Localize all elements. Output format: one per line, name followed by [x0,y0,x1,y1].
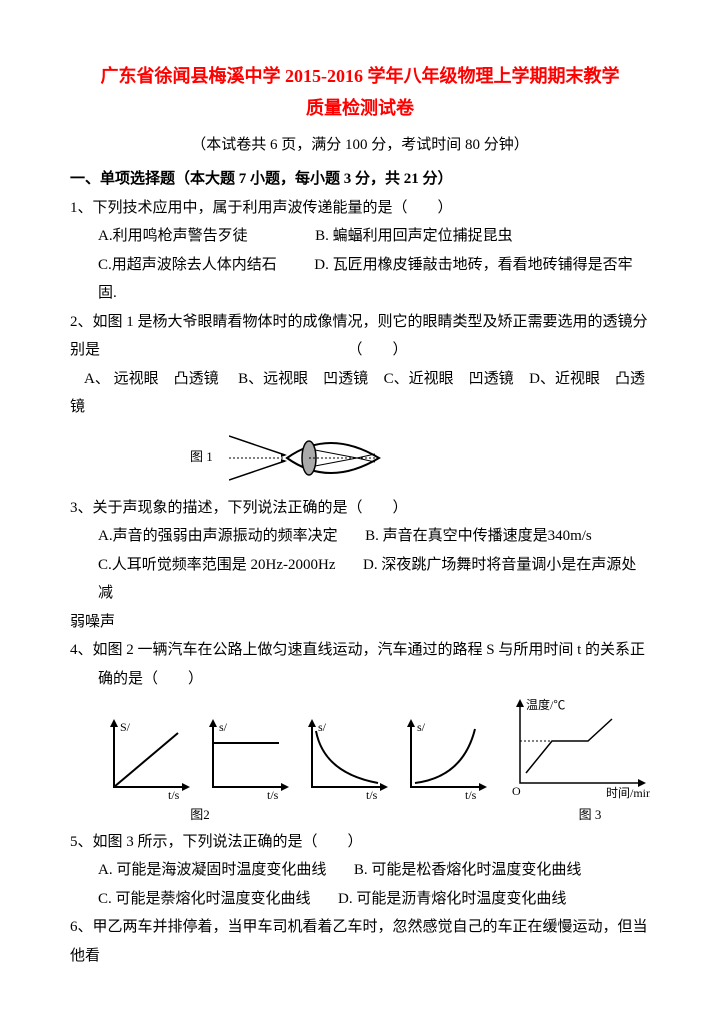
figure-1-label: 图 1 [190,445,213,470]
subtitle: （本试卷共 6 页，满分 100 分，考试时间 80 分钟） [70,131,650,160]
axis-x-label: 时间/min [606,786,650,800]
chart-panel-b: s/ t/s [199,717,290,801]
q2-opt-a: A、 远视眼 凸透镜 [84,371,219,387]
axis-y-label: s/ [417,720,426,734]
q3-stem: 3、关于声现象的描述，下列说法正确的是（ ） [70,494,650,523]
q5-opt-c: C. 可能是萘熔化时温度变化曲线 [98,891,311,907]
axis-y-label: 温度/℃ [526,697,565,712]
q3-opt-d-tail: 弱噪声 [70,608,650,637]
chart-panel-c: s/ t/s [298,717,389,801]
q4-stem-2: 确的是（ ） [70,665,650,694]
figure-2-charts: S/ t/s s/ t/s s/ t/s [100,697,650,801]
question-5: 5、如图 3 所示，下列说法正确的是（ ） A. 可能是海波凝固时温度变化曲线 … [70,828,650,914]
q5-opt-d: D. 可能是沥青熔化时温度变化曲线 [338,891,566,907]
q2-stem-1: 2、如图 1 是杨大爷眼睛看物体时的成像情况，则它的眼睛类型及矫正需要选用的透镜… [70,308,650,337]
chart-fig-3: 温度/℃ 时间/min O [502,697,650,801]
axis-y-label: s/ [318,720,327,734]
q1-opt-a: A.利用鸣枪声警告歹徒 [98,228,248,244]
q2-opt-b: B、远视眼 凹透镜 [238,371,368,387]
q3-opt-a: A.声音的强弱由声源振动的频率决定 [98,528,338,544]
q5-opt-b: B. 可能是松香熔化时温度变化曲线 [354,862,582,878]
q2-stem-2: 别是 [70,342,100,358]
eye-diagram-icon [229,422,399,494]
figure-2-label: 图2 [100,803,300,828]
q4-stem-1: 4、如图 2 一辆汽车在公路上做匀速直线运动，汽车通过的路程 S 与所用时间 t… [70,636,650,665]
svg-text:O: O [512,784,521,798]
q2-opt-c: C、近视眼 凹透镜 [384,371,514,387]
section-1-header: 一、单项选择题（本大题 7 小题，每小题 3 分，共 21 分） [70,165,650,194]
figure-3-label: 图 3 [530,803,650,828]
q2-opt-d: D、近视眼 凸透 [529,371,645,387]
main-title: 广东省徐闻县梅溪中学 2015-2016 学年八年级物理上学期期末教学 质量检测… [70,60,650,125]
axis-x-label: t/s [168,788,180,801]
title-line-1: 广东省徐闻县梅溪中学 2015-2016 学年八年级物理上学期期末教学 [70,60,650,92]
q1-stem: 1、下列技术应用中，属于利用声波传递能量的是（ ） [70,194,650,223]
exam-page: 广东省徐闻县梅溪中学 2015-2016 学年八年级物理上学期期末教学 质量检测… [0,0,720,1019]
q5-stem: 5、如图 3 所示，下列说法正确的是（ ） [70,828,650,857]
question-3: 3、关于声现象的描述，下列说法正确的是（ ） A.声音的强弱由声源振动的频率决定… [70,494,650,637]
figure-1-eye: 图 1 [190,422,650,494]
axis-x-label: t/s [267,788,279,801]
q6-stem-2: 他看 [70,942,650,971]
axis-x-label: t/s [465,788,477,801]
q3-opt-c: C.人耳听觉频率范围是 20Hz-2000Hz [98,557,335,573]
question-2: 2、如图 1 是杨大爷眼睛看物体时的成像情况，则它的眼睛类型及矫正需要选用的透镜… [70,308,650,494]
question-4: 4、如图 2 一辆汽车在公路上做匀速直线运动，汽车通过的路程 S 与所用时间 t… [70,636,650,828]
axis-y-label: s/ [219,720,228,734]
question-6: 6、甲乙两车并排停着，当甲车司机看着乙车时，忽然感觉自己的车正在缓慢运动，但当 … [70,913,650,970]
q2-blank: （ ） [348,342,408,358]
q5-opt-a: A. 可能是海波凝固时温度变化曲线 [98,862,326,878]
question-1: 1、下列技术应用中，属于利用声波传递能量的是（ ） A.利用鸣枪声警告歹徒 B.… [70,194,650,308]
chart-panel-d: s/ t/s [397,717,488,801]
q6-stem-1: 6、甲乙两车并排停着，当甲车司机看着乙车时，忽然感觉自己的车正在缓慢运动，但当 [70,913,650,942]
chart-panel-a: S/ t/s [100,717,191,801]
q1-opt-b: B. 蝙蝠利用回声定位捕捉昆虫 [315,228,513,244]
axis-x-label: t/s [366,788,378,801]
q3-opt-b: B. 声音在真空中传播速度是340m/s [365,528,592,544]
q1-opt-c: C.用超声波除去人体内结石 [98,257,277,273]
title-line-2: 质量检测试卷 [70,92,650,124]
q2-opt-d-tail: 镜 [70,393,650,422]
axis-y-label: S/ [120,720,131,734]
